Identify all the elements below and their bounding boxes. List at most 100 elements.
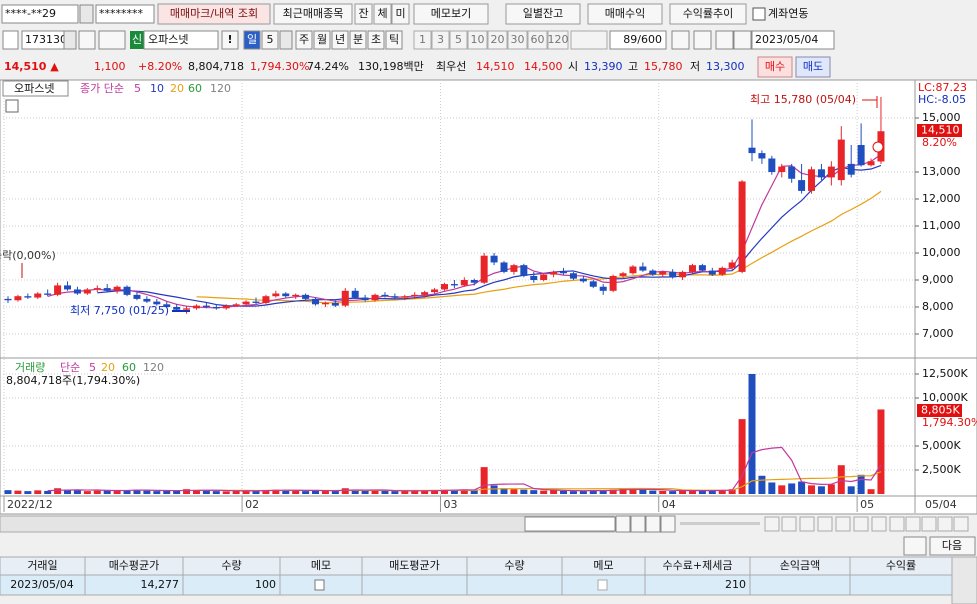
password-input[interactable] (95, 4, 155, 24)
quote-ask: 14,510 (476, 60, 515, 73)
volume-bar (639, 489, 647, 494)
tool-icon[interactable] (693, 30, 712, 50)
interval-button[interactable] (527, 30, 548, 50)
toolbar-button[interactable] (505, 3, 581, 25)
last-change-label: 8.20% (922, 136, 957, 149)
zoom-tool[interactable] (905, 516, 921, 532)
candle-body (34, 293, 42, 298)
high-note: 최고 15,780 (05/04) (750, 93, 856, 106)
zoom-tool[interactable] (817, 516, 833, 532)
candle-body (619, 273, 627, 276)
date-input[interactable] (751, 30, 835, 50)
sound-button[interactable] (98, 30, 126, 50)
volume-bar (123, 490, 131, 494)
volume-bar (510, 489, 518, 494)
scroll-control[interactable] (660, 515, 676, 533)
account-input[interactable] (1, 4, 79, 24)
account-dropdown[interactable] (79, 4, 94, 24)
next-button[interactable] (929, 536, 976, 556)
period-button[interactable] (385, 30, 403, 50)
candle-body (748, 147, 756, 154)
tool-icon[interactable] (671, 30, 690, 50)
interval-button[interactable] (467, 30, 488, 50)
memo-icon[interactable] (597, 579, 608, 591)
zoom-tool[interactable] (953, 516, 969, 532)
volume-ma-period: 120 (143, 361, 164, 374)
period-button[interactable] (331, 30, 349, 50)
zoom-tool[interactable] (889, 516, 905, 532)
candle-body (192, 305, 200, 309)
zoom-tool[interactable] (921, 516, 937, 532)
candle-body (272, 293, 280, 297)
sell-button[interactable] (795, 56, 831, 78)
table-header: 수량 (504, 559, 524, 572)
zoom-tool[interactable] (781, 516, 797, 532)
interval-button[interactable] (449, 30, 468, 50)
period-button[interactable] (261, 30, 279, 50)
period-button[interactable] (243, 30, 261, 50)
memo-icon[interactable] (314, 579, 325, 591)
interval-label: 30 (511, 33, 525, 46)
y-tick-label: 10,000K (922, 391, 968, 404)
alert-button[interactable] (221, 30, 239, 50)
candle-body (371, 294, 379, 301)
volume-bar (857, 474, 865, 494)
zoom-tool[interactable] (853, 516, 869, 532)
row-fee: 210 (725, 578, 746, 591)
toolbar-button[interactable] (373, 3, 392, 25)
zoom-tool[interactable] (871, 516, 887, 532)
candle-body (83, 289, 91, 294)
search-button[interactable] (78, 30, 96, 50)
candle-body (302, 294, 310, 299)
name-input[interactable] (143, 30, 219, 50)
scroll-control[interactable] (615, 515, 631, 533)
toolbar-button[interactable] (391, 3, 410, 25)
interval-button[interactable] (507, 30, 528, 50)
interval-button[interactable] (431, 30, 450, 50)
buy-button[interactable] (757, 56, 793, 78)
candle-body (411, 294, 419, 297)
y-tick-label: 2,500K (922, 463, 961, 476)
volume-bar (202, 490, 210, 494)
y-tick-label: 9,000 (922, 273, 954, 286)
toolbar-button-label: 최근매매종목 (283, 7, 344, 20)
interval-button[interactable] (547, 30, 569, 50)
tool-icon[interactable] (715, 30, 734, 50)
period-button[interactable] (295, 30, 313, 50)
menu-icon[interactable] (2, 30, 19, 50)
zoom-tool[interactable] (799, 516, 815, 532)
zoom-tool[interactable] (764, 516, 780, 532)
toolbar-button[interactable] (157, 3, 271, 25)
toolbar-button[interactable] (354, 3, 373, 25)
volume-bar (867, 489, 875, 494)
period-button[interactable] (313, 30, 331, 50)
settings-button[interactable] (903, 536, 927, 556)
checkbox[interactable] (752, 7, 766, 21)
zoom-tool[interactable] (937, 516, 953, 532)
candle-body (560, 271, 568, 274)
volume-bar (421, 490, 429, 494)
volume-bar (64, 489, 72, 494)
period-button[interactable] (367, 30, 385, 50)
tool-icon[interactable] (733, 30, 752, 50)
toolbar-button[interactable] (413, 3, 489, 25)
period-button[interactable] (349, 30, 367, 50)
chart-bg (0, 79, 977, 515)
interval-button[interactable] (413, 30, 432, 50)
volume-bar (798, 481, 806, 494)
interval-button[interactable] (487, 30, 508, 50)
code-dropdown[interactable] (63, 30, 77, 50)
volume-bar (163, 490, 171, 494)
scroll-control[interactable] (645, 515, 661, 533)
toolbar-button[interactable] (273, 3, 353, 25)
candle-body (728, 262, 736, 268)
scroll-control[interactable] (630, 515, 646, 533)
candle-body (351, 290, 359, 298)
scroll-thumb[interactable] (524, 516, 616, 532)
period-dropdown[interactable] (279, 30, 293, 50)
interval-dropdown[interactable] (570, 30, 608, 50)
toolbar-button[interactable] (669, 3, 747, 25)
toolbar-button[interactable] (587, 3, 663, 25)
zoom-tool[interactable] (835, 516, 851, 532)
